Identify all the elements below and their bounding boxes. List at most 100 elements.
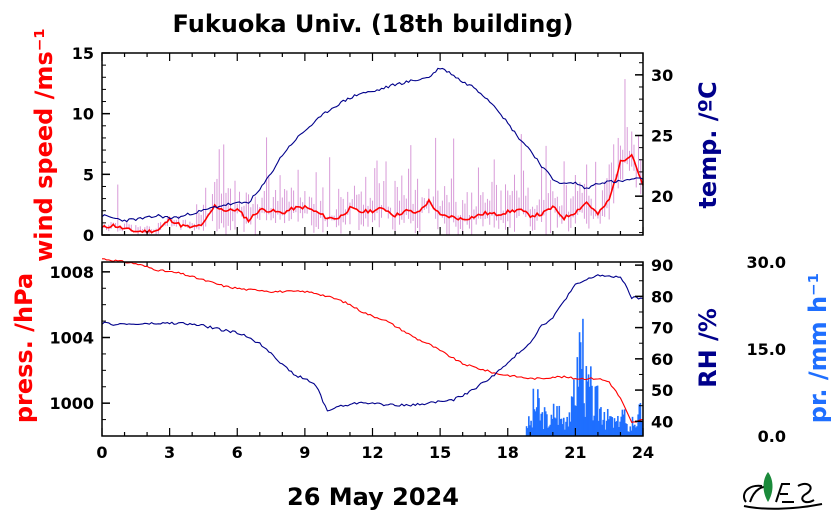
right-tick-label: 50 [651, 381, 673, 400]
precip-bar [615, 421, 618, 436]
chart-title: Fukuoka Univ. (18th building) [173, 10, 574, 38]
bottom-left-ticks: 1000 1004 1008 [49, 263, 110, 421]
right-tick-label: 25 [651, 127, 673, 146]
top-wind-series [101, 153, 644, 235]
precip-bar [582, 318, 584, 436]
top-x-ticks [101, 53, 644, 235]
precip-bar [549, 424, 552, 436]
bottom-right-ticks: 40 50 60 70 80 90 [635, 256, 673, 431]
precip-bar [535, 407, 538, 436]
x-tick-label: 18 [497, 443, 519, 462]
institution-logo [743, 472, 823, 510]
precip-bar [590, 366, 592, 436]
precip-bar [576, 357, 579, 436]
precip-bar [627, 431, 629, 436]
precip-bar [587, 374, 590, 436]
precip-bar [534, 411, 537, 436]
bottom-precip-bars [525, 318, 644, 436]
precip-bar [611, 417, 614, 436]
precip-bar [531, 427, 534, 436]
precip-bar [635, 427, 637, 436]
precip-bar [574, 405, 576, 436]
precip-bar [629, 426, 632, 436]
precip-bar [575, 405, 577, 436]
precip-bar [594, 386, 597, 436]
top-panel: 0 5 10 15 20 25 30 wind speed /ms⁻¹ temp. /ºC [30, 28, 722, 262]
precip-bar [530, 420, 532, 436]
precip-bar [597, 420, 600, 436]
right-tick-label: 30 [651, 66, 673, 85]
left-tick-label: 15 [72, 44, 94, 63]
precip-bar [548, 426, 550, 436]
precip-bar [567, 426, 570, 436]
precip-bar [621, 409, 624, 436]
precip-bar [578, 332, 581, 436]
precip-bar [539, 420, 541, 436]
x-tick-label: 9 [299, 443, 310, 462]
top-temp-series [101, 67, 644, 223]
left-tick-label: 1008 [49, 263, 94, 282]
precip-bar [566, 416, 568, 436]
precip-bar [626, 423, 628, 436]
bottom-rain-ticks: 0.0 15.0 30.0 [747, 253, 786, 446]
precip-bar [538, 398, 540, 436]
precip-bar [617, 415, 619, 436]
precip-bar [550, 414, 553, 436]
bottom-rh-series [101, 274, 644, 412]
precip-bar [581, 369, 583, 436]
precip-bar [595, 385, 598, 436]
bottom-right-axis-label: RH /% [694, 308, 722, 388]
precip-bar [546, 414, 548, 436]
precip-bar [562, 417, 565, 436]
precip-bar [632, 425, 635, 436]
precip-bar [560, 418, 563, 436]
precip-bar [569, 421, 572, 436]
precip-bar [570, 396, 573, 436]
precip-bar [552, 403, 555, 436]
bottom-x-ticks: 0 3 6 9 12 15 18 21 24 [96, 262, 654, 462]
precip-bar [532, 388, 535, 436]
precip-bar [610, 416, 612, 436]
precip-bar [604, 429, 607, 436]
precip-bar [600, 407, 602, 436]
precip-bar [558, 405, 561, 436]
precip-bar [537, 389, 539, 436]
rain-tick-label: 30.0 [747, 253, 786, 272]
top-left-axis-label: wind speed /ms⁻¹ [30, 28, 58, 262]
precip-bar [584, 416, 586, 436]
precip-bar [613, 418, 616, 436]
precip-bar [591, 385, 593, 436]
precip-bar [555, 418, 557, 436]
precip-bar [568, 412, 571, 436]
precip-bar [630, 430, 633, 436]
precip-bar [551, 418, 554, 436]
precip-bar [528, 416, 530, 436]
top-right-ticks: 20 25 30 [635, 62, 673, 234]
precip-bar [577, 386, 580, 436]
precip-bar [601, 424, 603, 436]
precip-bar [573, 379, 575, 436]
x-tick-label: 6 [232, 443, 243, 462]
precip-bar [525, 426, 528, 436]
precip-bar [586, 381, 589, 436]
precip-bar [614, 421, 617, 436]
precip-bar [571, 397, 574, 436]
right-tick-label: 60 [651, 350, 673, 369]
bottom-plot-frame [101, 261, 644, 437]
precip-bar [564, 429, 566, 436]
precip-bar [529, 425, 531, 436]
precip-bar [542, 429, 545, 436]
precip-bar [623, 409, 626, 436]
precip-bar [579, 342, 582, 436]
precip-bar [593, 415, 596, 436]
precip-bar [543, 407, 546, 436]
x-tick-label: 24 [632, 443, 654, 462]
bottom-left-axis-label: press. /hPa [10, 273, 38, 423]
x-tick-label: 21 [564, 443, 586, 462]
x-tick-label: 3 [164, 443, 175, 462]
x-tick-label: 0 [96, 443, 107, 462]
right-tick-label: 80 [651, 287, 673, 306]
precip-bar [557, 424, 559, 436]
left-tick-label: 1000 [49, 394, 94, 413]
